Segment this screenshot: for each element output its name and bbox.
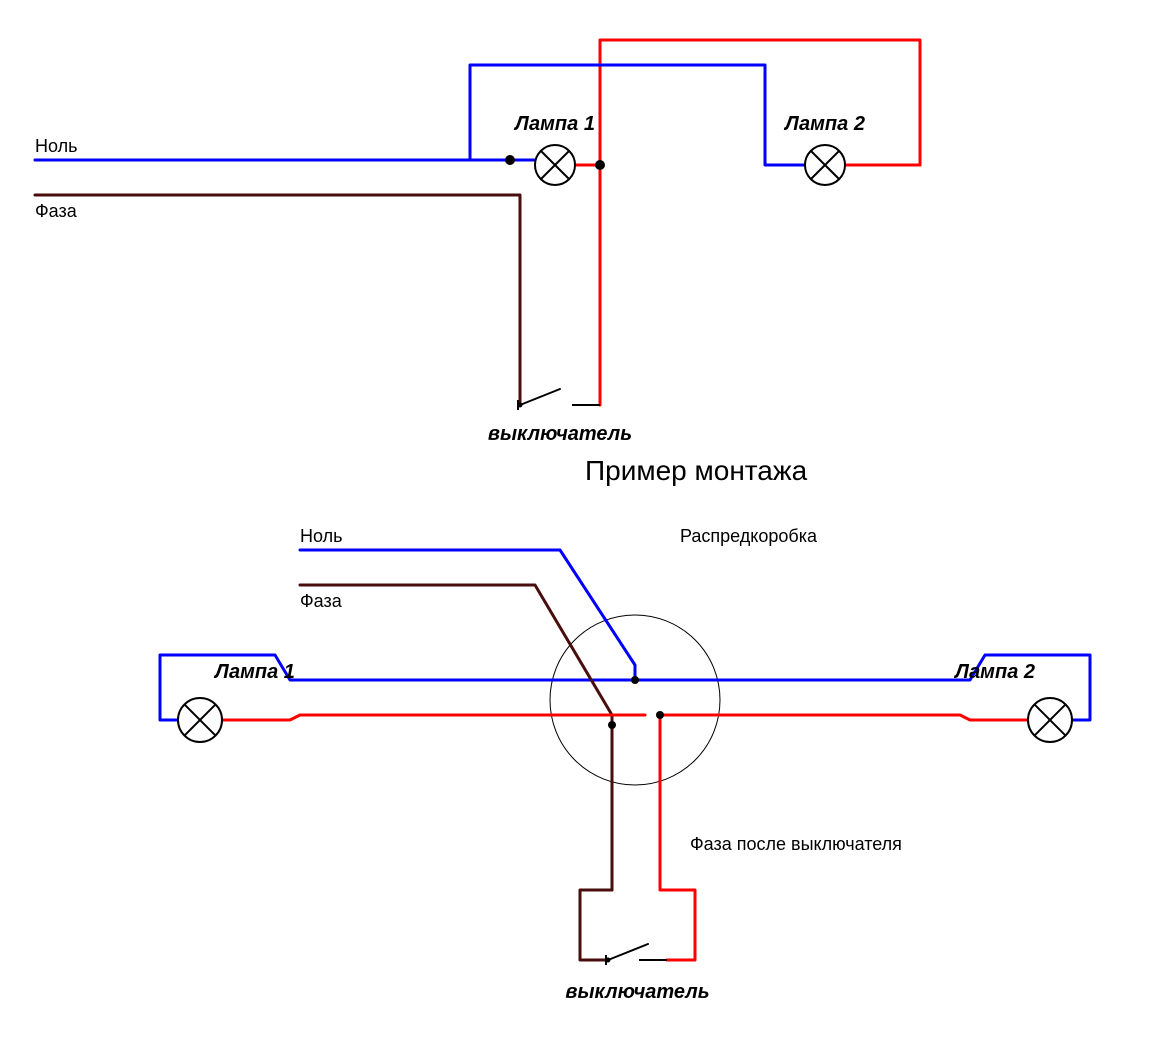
svg-text:выключатель: выключатель (488, 423, 632, 445)
svg-text:Лампа 2: Лампа 2 (783, 113, 865, 135)
wiring-diagram: Ноль Фаза Лампа 1 Лампа 2 выключатель Пример … (0, 0, 1169, 1056)
svg-text:Фаза: Фаза (35, 201, 78, 221)
svg-text:Лампа 1: Лампа 1 (513, 113, 595, 135)
svg-text:выключатель: выключатель (565, 981, 709, 1003)
svg-text:Лампа 2: Лампа 2 (953, 661, 1035, 683)
svg-text:Фаза после выключателя: Фаза после выключателя (690, 834, 902, 854)
svg-text:Пример монтажа: Пример монтажа (585, 455, 808, 486)
svg-text:Распредкоробка: Распредкоробка (680, 526, 818, 546)
svg-text:Ноль: Ноль (35, 136, 78, 156)
svg-text:Фаза: Фаза (300, 591, 343, 611)
svg-text:Лампа 1: Лампа 1 (213, 661, 295, 683)
svg-text:Ноль: Ноль (300, 526, 343, 546)
